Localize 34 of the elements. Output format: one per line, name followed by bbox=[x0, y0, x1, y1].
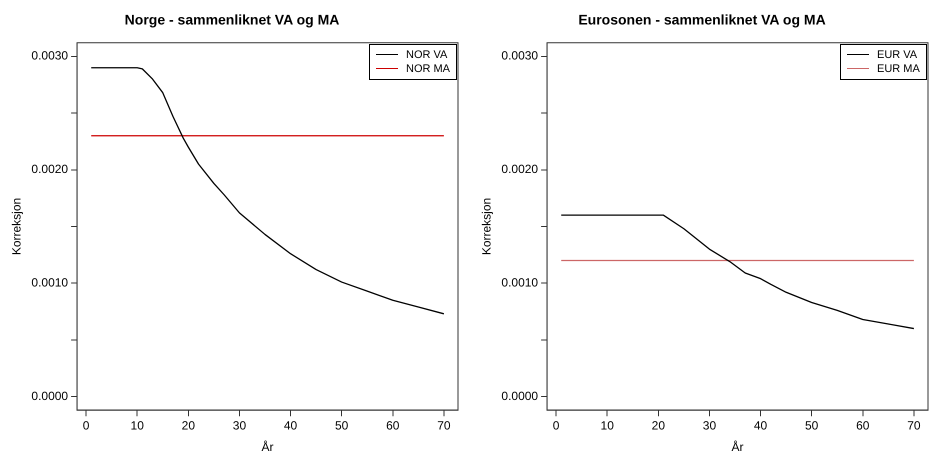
chart-title: Eurosonen - sammenliknet VA og MA bbox=[578, 11, 826, 28]
y-axis-title: Korreksjon bbox=[480, 198, 494, 256]
y-tick-label: 0.0020 bbox=[31, 162, 68, 176]
x-tick-label: 10 bbox=[130, 418, 144, 433]
x-tick-label: 0 bbox=[552, 418, 560, 433]
x-tick-label: 10 bbox=[600, 418, 614, 433]
x-tick-label: 40 bbox=[754, 418, 768, 433]
x-tick-label: 20 bbox=[182, 418, 196, 433]
y-tick-label: 0.0030 bbox=[501, 48, 538, 63]
y-tick-label: 0.0010 bbox=[501, 276, 538, 290]
y-axis-title: Korreksjon bbox=[10, 198, 24, 256]
legend-label: EUR VA bbox=[877, 48, 918, 62]
x-tick-label: 70 bbox=[907, 418, 921, 433]
x-tick-label: 30 bbox=[702, 418, 716, 433]
y-tick-label: 0.0020 bbox=[501, 162, 538, 176]
y-tick-label: 0.0010 bbox=[31, 276, 68, 290]
y-tick-label: 0.0000 bbox=[31, 388, 68, 403]
x-tick-label: 40 bbox=[284, 418, 298, 433]
chart-title: Norge - sammenliknet VA og MA bbox=[124, 11, 340, 28]
legend-label: EUR MA bbox=[877, 62, 920, 76]
x-tick-label: 0 bbox=[82, 418, 90, 433]
x-axis-title: År bbox=[732, 440, 744, 454]
x-tick-label: 60 bbox=[856, 418, 870, 433]
x-tick-label: 50 bbox=[804, 418, 819, 433]
legend-label: NOR VA bbox=[406, 48, 448, 62]
y-tick-label: 0.0030 bbox=[31, 48, 68, 63]
legend-label: NOR MA bbox=[406, 62, 450, 76]
x-tick-label: 50 bbox=[334, 418, 349, 433]
x-tick-label: 60 bbox=[386, 418, 400, 433]
x-tick-label: 70 bbox=[437, 418, 451, 433]
x-tick-label: 20 bbox=[652, 418, 666, 433]
x-tick-label: 30 bbox=[232, 418, 246, 433]
y-tick-label: 0.0000 bbox=[501, 388, 538, 403]
x-axis-title: År bbox=[262, 440, 274, 454]
